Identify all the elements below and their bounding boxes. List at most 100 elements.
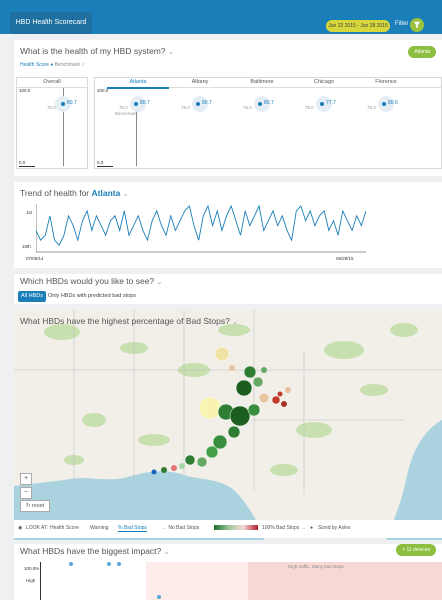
score-bubble	[192, 96, 208, 112]
forest-areas	[44, 323, 418, 476]
city-name: Florence	[355, 79, 417, 88]
health-panel: What is the health of my HBD system? ⌄ A…	[14, 40, 442, 176]
tab-warning[interactable]: Warning	[90, 525, 109, 531]
axis-top: 100.0	[19, 88, 31, 93]
city-albany[interactable]: Albany 80.7 75.0	[169, 78, 231, 168]
map-panel[interactable]: What HBDs have the highest percentage of…	[14, 310, 442, 540]
trend-line	[36, 204, 366, 246]
city-benchmark: 75.0	[305, 105, 314, 110]
app-tab[interactable]: HBD Health Scorecard	[10, 12, 92, 34]
all-hbds-toggle[interactable]: All HBDs	[18, 291, 47, 302]
reset-label: reset	[31, 503, 45, 509]
filter-label[interactable]: Filter	[395, 21, 409, 27]
date-range-pill[interactable]: Jun 22 2015 - Jun 28 2015	[326, 20, 390, 32]
cities-baseline	[97, 166, 113, 167]
trend-x-start: 07/09/14	[26, 256, 44, 261]
impact-point[interactable]	[107, 562, 111, 566]
chevron-down-icon: ⌄	[232, 319, 239, 326]
score-bubble	[316, 96, 332, 112]
city-benchmark: 75.0	[181, 105, 190, 110]
overall-card[interactable]: Overall 100.0 0.0 80.7 75.0	[16, 77, 88, 169]
zoom-out-icon[interactable]: −	[20, 487, 32, 499]
overall-score: 80.7	[67, 100, 77, 106]
benchmark-line	[136, 104, 137, 166]
top-bar: HBD Health Scorecard Jun 22 2015 - Jun 2…	[0, 0, 442, 34]
city-benchmark: 75.0	[119, 105, 128, 110]
city-name: Atlanta	[107, 79, 169, 89]
trend-title-prefix: Trend of health for	[20, 188, 90, 198]
tab-health-score[interactable]: Health Score	[50, 525, 79, 531]
sized-by-label: Sized by Axles	[318, 525, 351, 531]
zoom-in-icon[interactable]: +	[20, 473, 32, 485]
tab-bad-stops[interactable]: % Bad Stops	[118, 525, 147, 532]
impact-y-mid: High	[26, 578, 36, 583]
city-baltimore[interactable]: Baltimore 80.7 75.0	[231, 78, 293, 168]
trend-city-select[interactable]: Atlanta	[91, 188, 121, 198]
score-bubble	[254, 96, 270, 112]
chevron-down-icon: ⌄	[163, 549, 170, 556]
cities-card: 100.0 0.0 Atlanta 80.7 75.0 Benchmark Al…	[94, 77, 442, 169]
cities-axis-top: 100.0	[97, 88, 109, 93]
city-name: Baltimore	[231, 79, 293, 88]
score-dot	[258, 102, 262, 106]
impact-title[interactable]: What HBDs have the biggest impact? ⌄	[20, 546, 170, 556]
hbd-bubbles[interactable]	[151, 346, 292, 475]
city-score: 77.7	[326, 100, 336, 106]
map-canvas[interactable]	[14, 310, 442, 540]
city-chicago[interactable]: Chicago 77.7 75.0	[293, 78, 355, 168]
impact-zone-medium	[146, 562, 248, 600]
selected-city-pill[interactable]: Atlanta	[408, 46, 436, 58]
chevron-down-icon: ⌄	[167, 49, 174, 56]
score-dot	[196, 102, 200, 106]
city-name: Albany	[169, 79, 231, 88]
impact-point[interactable]	[157, 595, 161, 599]
funnel-icon[interactable]	[410, 18, 424, 32]
city-score: 80.6	[388, 100, 398, 106]
city-florence[interactable]: Florence 80.6 75.0	[355, 78, 417, 168]
impact-point[interactable]	[117, 562, 121, 566]
city-name: Chicago	[293, 79, 355, 88]
reset-icon: ↻	[25, 503, 31, 509]
overall-baseline	[19, 166, 35, 167]
chevron-down-icon[interactable]: ⌄	[122, 191, 129, 198]
trend-title: Trend of health for Atlanta ⌄	[20, 188, 129, 198]
plus-icon: +	[402, 547, 406, 553]
legend-health-score: Health Score	[20, 62, 49, 68]
no-bad-stops-label: ← No Bad Stops	[162, 525, 200, 531]
city-benchmark: 75.0	[243, 105, 252, 110]
reset-button[interactable]: ↻ reset	[20, 500, 50, 512]
health-title[interactable]: What is the health of my HBD system? ⌄	[20, 46, 174, 56]
map-footer: ◉ LOOK AT: Health Score Warning % Bad St…	[14, 520, 442, 538]
impact-zone-label: High traffic, Many bad stops	[288, 564, 344, 569]
city-great[interactable]: Great	[417, 78, 441, 168]
score-dot	[134, 102, 138, 106]
trend-y-bottom: 10th	[22, 244, 31, 249]
trend-chart	[36, 204, 366, 253]
impact-point[interactable]	[69, 562, 73, 566]
city-score: 80.7	[140, 100, 150, 106]
city-name: Great	[417, 79, 441, 88]
predicted-hbds-toggle[interactable]: Only HBDs with predicted bad stops	[48, 293, 137, 299]
devices-pill[interactable]: + 11 devices	[396, 544, 436, 556]
state-borders	[14, 310, 442, 495]
trend-panel: Trend of health for Atlanta ⌄ 1st 10th 0…	[14, 182, 442, 268]
impact-panel: What HBDs have the biggest impact? ⌄ + 1…	[14, 544, 442, 600]
overall-benchmark: 75.0	[47, 105, 56, 110]
land-mass	[14, 310, 442, 540]
score-dot	[382, 102, 386, 106]
score-dot	[320, 102, 324, 106]
filter-title[interactable]: Which HBDs would you like to see? ⌄	[20, 276, 163, 286]
devices-count: 11 devices	[406, 547, 430, 553]
city-score: 80.7	[264, 100, 274, 106]
overall-axis-line	[63, 88, 64, 166]
cities-axis-bottom: 0.0	[97, 160, 104, 165]
city-score: 80.7	[202, 100, 212, 106]
impact-y-top: 100.0%	[24, 566, 40, 571]
axis-bottom: 0.0	[19, 160, 26, 165]
map-title[interactable]: What HBDs have the highest percentage of…	[20, 316, 239, 326]
city-atlanta[interactable]: Atlanta 80.7 75.0 Benchmark	[107, 78, 169, 168]
score-bubble	[378, 96, 394, 112]
chevron-down-icon: ⌄	[156, 279, 163, 286]
overall-dot	[61, 102, 65, 106]
impact-zone-high	[248, 562, 442, 600]
